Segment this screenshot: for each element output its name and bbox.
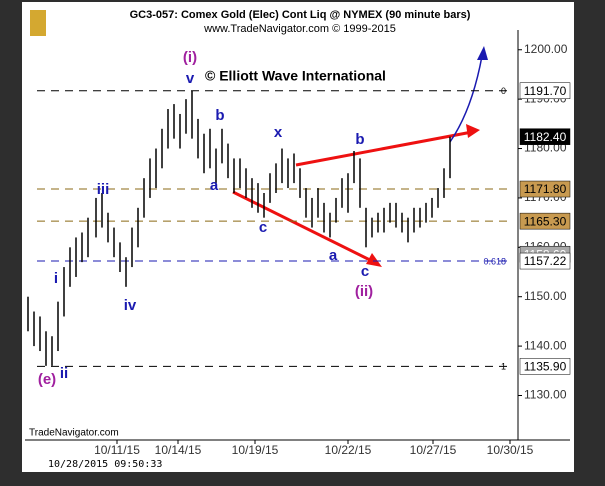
y-tick-label: 1200.00	[524, 42, 568, 56]
price-label: 1165.30	[524, 214, 567, 228]
timestamp: 10/28/2015 09:50:33	[48, 459, 162, 470]
logo	[30, 10, 46, 36]
x-tick-label: 10/27/15	[410, 443, 457, 457]
price-label-box	[519, 180, 571, 198]
price-label-box	[519, 212, 571, 230]
x-tick-label: 10/14/15	[155, 443, 202, 457]
price-label-box	[519, 128, 571, 145]
x-tick-label: 10/19/15	[232, 443, 279, 457]
x-tick-label: 10/30/15	[487, 443, 534, 457]
price-label-box	[519, 252, 571, 270]
wave-label: ii	[60, 365, 68, 382]
source: TradeNavigator.com	[29, 428, 119, 439]
x-tick-label: 10/22/15	[325, 443, 372, 457]
wave-label: v	[186, 70, 195, 87]
wave-label: a	[210, 177, 219, 194]
price-label-box	[519, 358, 571, 375]
x-tick-label: 10/11/15	[94, 443, 140, 457]
price-label: 1157.22	[524, 254, 567, 268]
trendline	[295, 130, 473, 167]
level-label: 0	[501, 86, 506, 96]
watermark: © Elliott Wave International	[205, 68, 386, 84]
wave-label: iii	[97, 181, 110, 198]
wave-label: a	[329, 247, 338, 264]
wave-label: b	[215, 107, 224, 124]
level-label: 0.618	[483, 256, 506, 266]
price-label: 1182.40	[524, 130, 567, 144]
wave-label: c	[361, 263, 369, 280]
wave-label: i	[54, 270, 58, 287]
chart-title: GC3-057: Comex Gold (Elec) Cont Liq @ NY…	[130, 9, 471, 21]
level-label: 1	[501, 362, 506, 372]
wave-label: b	[355, 131, 364, 148]
wave-label: (e)	[38, 371, 56, 388]
y-tick-label: 1140.00	[524, 338, 567, 352]
chart-subtitle: www.TradeNavigator.com © 1999-2015	[203, 23, 396, 35]
arrowhead	[477, 46, 488, 60]
wave-label: c	[259, 219, 267, 236]
wave-label: iv	[124, 297, 137, 314]
y-tick-label: 1130.00	[524, 388, 567, 402]
wave-label: x	[274, 124, 283, 141]
price-label: 1171.80	[524, 182, 567, 196]
price-label: 1191.70	[524, 84, 567, 98]
arrowhead	[466, 124, 480, 138]
wave-label: (i)	[183, 49, 197, 66]
wave-label: (ii)	[355, 283, 373, 300]
y-tick-label: 1150.00	[524, 289, 567, 303]
price-label: 1135.90	[524, 360, 567, 374]
price-label-box	[519, 82, 571, 99]
trendlines	[232, 46, 488, 267]
arrowhead	[366, 253, 382, 267]
projection	[449, 55, 483, 143]
trendline	[232, 190, 375, 264]
